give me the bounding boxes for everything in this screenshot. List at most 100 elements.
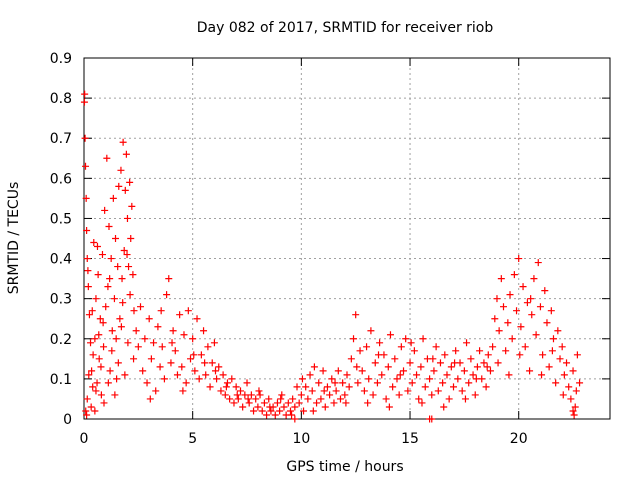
data-point <box>486 367 494 375</box>
data-point <box>469 371 477 379</box>
data-point <box>158 343 166 351</box>
x-tick-label: 20 <box>510 431 528 447</box>
data-point <box>428 415 436 423</box>
data-point <box>393 375 401 383</box>
data-point <box>114 359 122 367</box>
data-point <box>127 235 135 242</box>
data-point <box>146 395 154 403</box>
data-point <box>517 323 525 331</box>
data-point <box>117 323 125 331</box>
data-point <box>233 391 241 399</box>
data-point <box>256 391 264 399</box>
data-point <box>255 387 263 395</box>
data-point <box>373 379 381 387</box>
data-point <box>515 255 523 263</box>
data-point <box>454 375 462 383</box>
data-point <box>354 379 362 387</box>
data-point <box>93 379 101 387</box>
x-tick-label: 0 <box>80 431 89 447</box>
data-point <box>112 235 120 242</box>
data-point <box>167 359 175 367</box>
data-point <box>108 327 116 335</box>
data-point <box>563 359 571 367</box>
data-point <box>527 295 535 303</box>
data-point <box>516 351 524 359</box>
data-point <box>104 379 112 387</box>
data-point <box>81 90 89 98</box>
data-point <box>391 355 399 363</box>
data-point <box>539 351 547 359</box>
data-point <box>277 395 285 403</box>
data-point <box>320 387 328 395</box>
data-point <box>165 275 173 283</box>
data-point <box>489 343 497 351</box>
data-point <box>232 383 240 391</box>
data-point <box>215 363 223 371</box>
data-point <box>410 347 418 355</box>
data-point <box>367 327 375 335</box>
data-point <box>573 351 581 359</box>
data-point <box>244 395 252 403</box>
data-point <box>497 275 505 283</box>
data-point <box>141 335 149 343</box>
data-point <box>116 315 124 323</box>
data-point <box>85 311 93 319</box>
data-point <box>308 387 316 395</box>
data-point <box>543 319 551 327</box>
data-point <box>112 335 120 343</box>
chart-title: Day 082 of 2017, SRMTID for receiver rio… <box>197 20 494 36</box>
data-point <box>499 303 507 311</box>
data-point <box>94 271 102 279</box>
data-point <box>123 214 131 222</box>
axis-ticks: 0 0.1 0.2 0.3 0.4 0.5 0.6 0.7 0.8 0.9 0 5 10 15 20 <box>50 51 610 447</box>
data-point <box>319 367 327 375</box>
data-point <box>267 407 275 415</box>
data-point <box>110 295 118 303</box>
data-point <box>428 391 436 399</box>
data-point <box>441 351 449 359</box>
data-point <box>461 395 469 403</box>
data-point <box>559 391 567 399</box>
data-point <box>171 347 179 355</box>
data-point <box>493 295 501 303</box>
data-point <box>291 403 299 411</box>
data-point <box>184 307 192 315</box>
data-point <box>106 275 114 283</box>
data-point <box>429 355 437 363</box>
data-point <box>471 391 479 399</box>
data-point <box>306 371 314 379</box>
data-point <box>521 343 529 351</box>
data-point <box>182 379 190 387</box>
data-point <box>204 343 212 351</box>
data-point <box>450 383 458 391</box>
data-point <box>506 291 514 299</box>
data-point <box>83 255 91 263</box>
data-point <box>560 371 568 379</box>
data-point <box>123 251 131 259</box>
data-point <box>98 251 106 259</box>
data-point <box>88 307 96 315</box>
data-point <box>197 351 205 359</box>
data-point <box>87 339 95 347</box>
data-point <box>219 371 227 379</box>
x-tick-label: 10 <box>292 431 310 447</box>
data-point <box>206 383 214 391</box>
data-point <box>258 407 266 415</box>
data-point <box>83 395 91 403</box>
data-point <box>143 379 151 387</box>
data-point <box>109 194 117 202</box>
data-point <box>352 311 360 319</box>
data-point <box>107 255 115 263</box>
data-point <box>473 363 481 371</box>
data-point <box>536 303 544 311</box>
data-point <box>101 206 109 214</box>
data-point <box>364 399 372 407</box>
data-point <box>178 363 186 371</box>
data-point <box>334 367 342 375</box>
data-point <box>210 339 218 347</box>
data-point <box>266 403 274 411</box>
data-point <box>504 319 512 327</box>
data-point <box>345 383 353 391</box>
data-point <box>93 243 101 251</box>
data-point <box>347 355 355 363</box>
